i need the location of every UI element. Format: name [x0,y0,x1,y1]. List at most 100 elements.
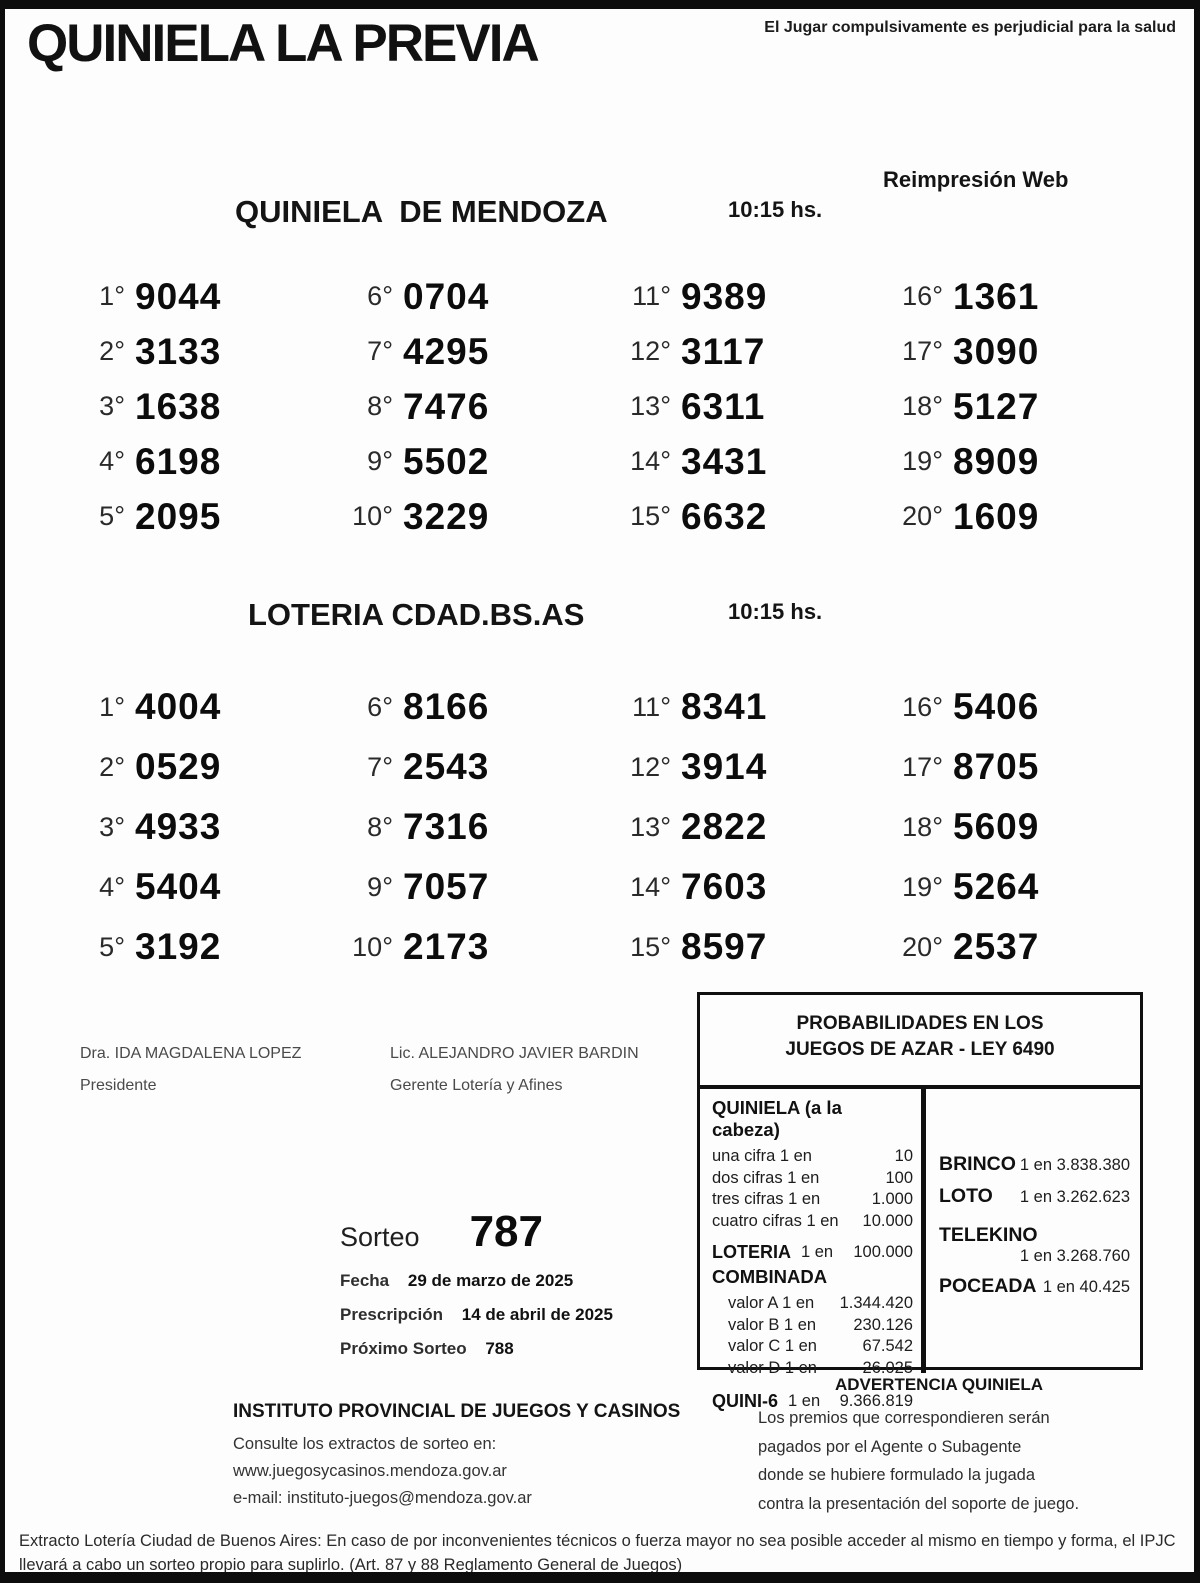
result-cell: 13° 6311 [611,379,883,434]
result-position: 16° [902,281,943,311]
advertencia-block: ADVERTENCIA QUINIELA Los premios que cor… [740,1375,1138,1518]
result-number: 5609 [953,806,1040,847]
bsas-results-grid: 1° 4004 2° 0529 3° 4933 4° 5404 5° 3192 [65,677,1095,977]
result-number: 9044 [135,275,222,317]
combinada-odds-rows: valor A 1 en 1.344.420 valor B 1 en 230.… [712,1293,913,1379]
result-cell: 19° 5264 [883,857,1095,917]
result-position: 11° [632,281,671,311]
combinada-header: COMBINADA [712,1266,828,1287]
odds-value: 100 [885,1168,913,1187]
odds-value: 230.126 [853,1315,913,1334]
result-position: 18° [902,811,943,842]
odds-value: 26.025 [862,1358,913,1377]
odds-label: cuatro cifras 1 en [712,1211,839,1230]
mendoza-results-grid: 1° 9044 2° 3133 3° 1638 4° 6198 5° 2095 [65,269,1095,544]
proximo-sorteo-value: 788 [485,1339,514,1358]
result-cell: 20° 1609 [883,489,1095,544]
result-position: 14° [630,871,671,902]
result-cell: 1° 4004 [65,677,333,737]
game-odds-value: 1 en 3.268.760 [1019,1247,1130,1265]
result-position: 17° [902,751,943,782]
result-cell: 16° 1361 [883,269,1095,324]
quini6-value: 9.366.819 [839,1392,913,1410]
result-position: 10° [352,501,393,531]
result-position: 2° [99,336,125,366]
result-number: 7476 [403,385,490,427]
result-position: 12° [630,751,671,782]
odds-value: 67.542 [862,1337,913,1355]
mendoza-draw-time: 10:15 hs. [728,197,823,222]
loteria-label: LOTERIA [712,1242,791,1262]
result-number: 5406 [953,686,1040,727]
official-manager: Lic. ALEJANDRO JAVIER BARDIN Gerente Lot… [390,1045,639,1095]
result-cell: 10° 2173 [333,917,611,977]
fecha-label: Fecha [340,1271,390,1290]
result-position: 2° [99,751,125,782]
probabilities-left-column: QUINIELA (a la cabeza) una cifra 1 en 10… [700,1089,926,1411]
odds-value: 10 [894,1147,913,1165]
result-position: 4° [99,871,125,902]
result-number: 9389 [681,275,768,317]
game-odds-value: 1 en 3.838.380 [1019,1156,1130,1174]
result-number: 3133 [135,330,222,372]
advertencia-title: ADVERTENCIA QUINIELA [834,1375,1044,1394]
result-cell: 10° 3229 [333,489,611,544]
result-position: 11° [632,691,671,722]
odds-value: 1.000 [871,1190,913,1208]
odds-row: valor C 1 en 67.542 [728,1336,913,1358]
result-cell: 5° 3192 [65,917,333,977]
result-position: 10° [352,931,393,962]
result-position: 14° [630,446,671,476]
institute-block: INSTITUTO PROVINCIAL DE JUEGOS Y CASINOS… [233,1401,713,1512]
result-number: 2173 [403,926,490,967]
result-cell: 11° 8341 [611,677,883,737]
result-number: 5404 [135,866,222,907]
result-number: 1638 [135,385,222,427]
result-number: 8166 [403,686,490,727]
result-cell: 13° 2822 [611,797,883,857]
loteria-mid: 1 en [801,1243,834,1261]
result-number: 2822 [681,806,768,847]
result-cell: 14° 3431 [611,434,883,489]
result-position: 13° [630,811,671,842]
result-number: 3431 [681,440,768,482]
result-cell: 16° 5406 [883,677,1095,737]
result-cell: 12° 3914 [611,737,883,797]
odds-row: valor A 1 en 1.344.420 [728,1293,913,1315]
draw-info-block: Sorteo 787 Fecha 29 de marzo de 2025 Pre… [340,1207,670,1359]
result-cell: 15° 8597 [611,917,883,977]
reprint-web-label: Reimpresión Web [883,167,1069,192]
quiniela-odds-rows: una cifra 1 en 10 dos cifras 1 en 100 tr… [712,1146,913,1232]
result-number: 8597 [681,926,768,967]
result-cell: 12° 3117 [611,324,883,379]
loteria-odds-row: LOTERIA 1 en 100.000 [712,1241,913,1263]
quini6-mid: 1 en [788,1392,821,1410]
odds-row: una cifra 1 en 10 [712,1146,913,1168]
result-position: 8° [367,811,393,842]
result-number: 7316 [403,806,490,847]
odds-label: valor C 1 en [728,1337,817,1355]
result-position: 5° [99,501,125,531]
game-name: POCEADA [939,1275,1037,1297]
result-number: 7603 [681,866,768,907]
president-role: Presidente [80,1077,157,1094]
result-number: 8705 [953,746,1040,787]
game-name: LOTO [939,1185,993,1207]
result-position: 7° [367,336,393,366]
result-number: 8341 [681,686,768,727]
result-number: 6311 [681,385,766,427]
result-number: 0704 [403,275,490,317]
result-position: 5° [99,931,125,962]
odds-label: valor B 1 en [728,1315,817,1334]
result-number: 4295 [403,330,490,372]
result-position: 4° [99,446,125,476]
probabilities-right-column: BRINCO 1 en 3.838.380 LOTO 1 en 3.262.62… [926,1089,1140,1373]
game-odds-row: LOTO 1 en 3.262.623 [939,1185,1130,1208]
institute-name: INSTITUTO PROVINCIAL DE JUEGOS Y CASINOS [233,1401,681,1422]
odds-row: valor B 1 en 230.126 [728,1315,913,1337]
result-position: 7° [367,751,393,782]
result-number: 4933 [135,806,222,847]
result-position: 19° [902,446,943,476]
result-position: 17° [902,336,943,366]
game-odds-row: TELEKINO 1 en 3.268.760 [939,1224,1130,1266]
